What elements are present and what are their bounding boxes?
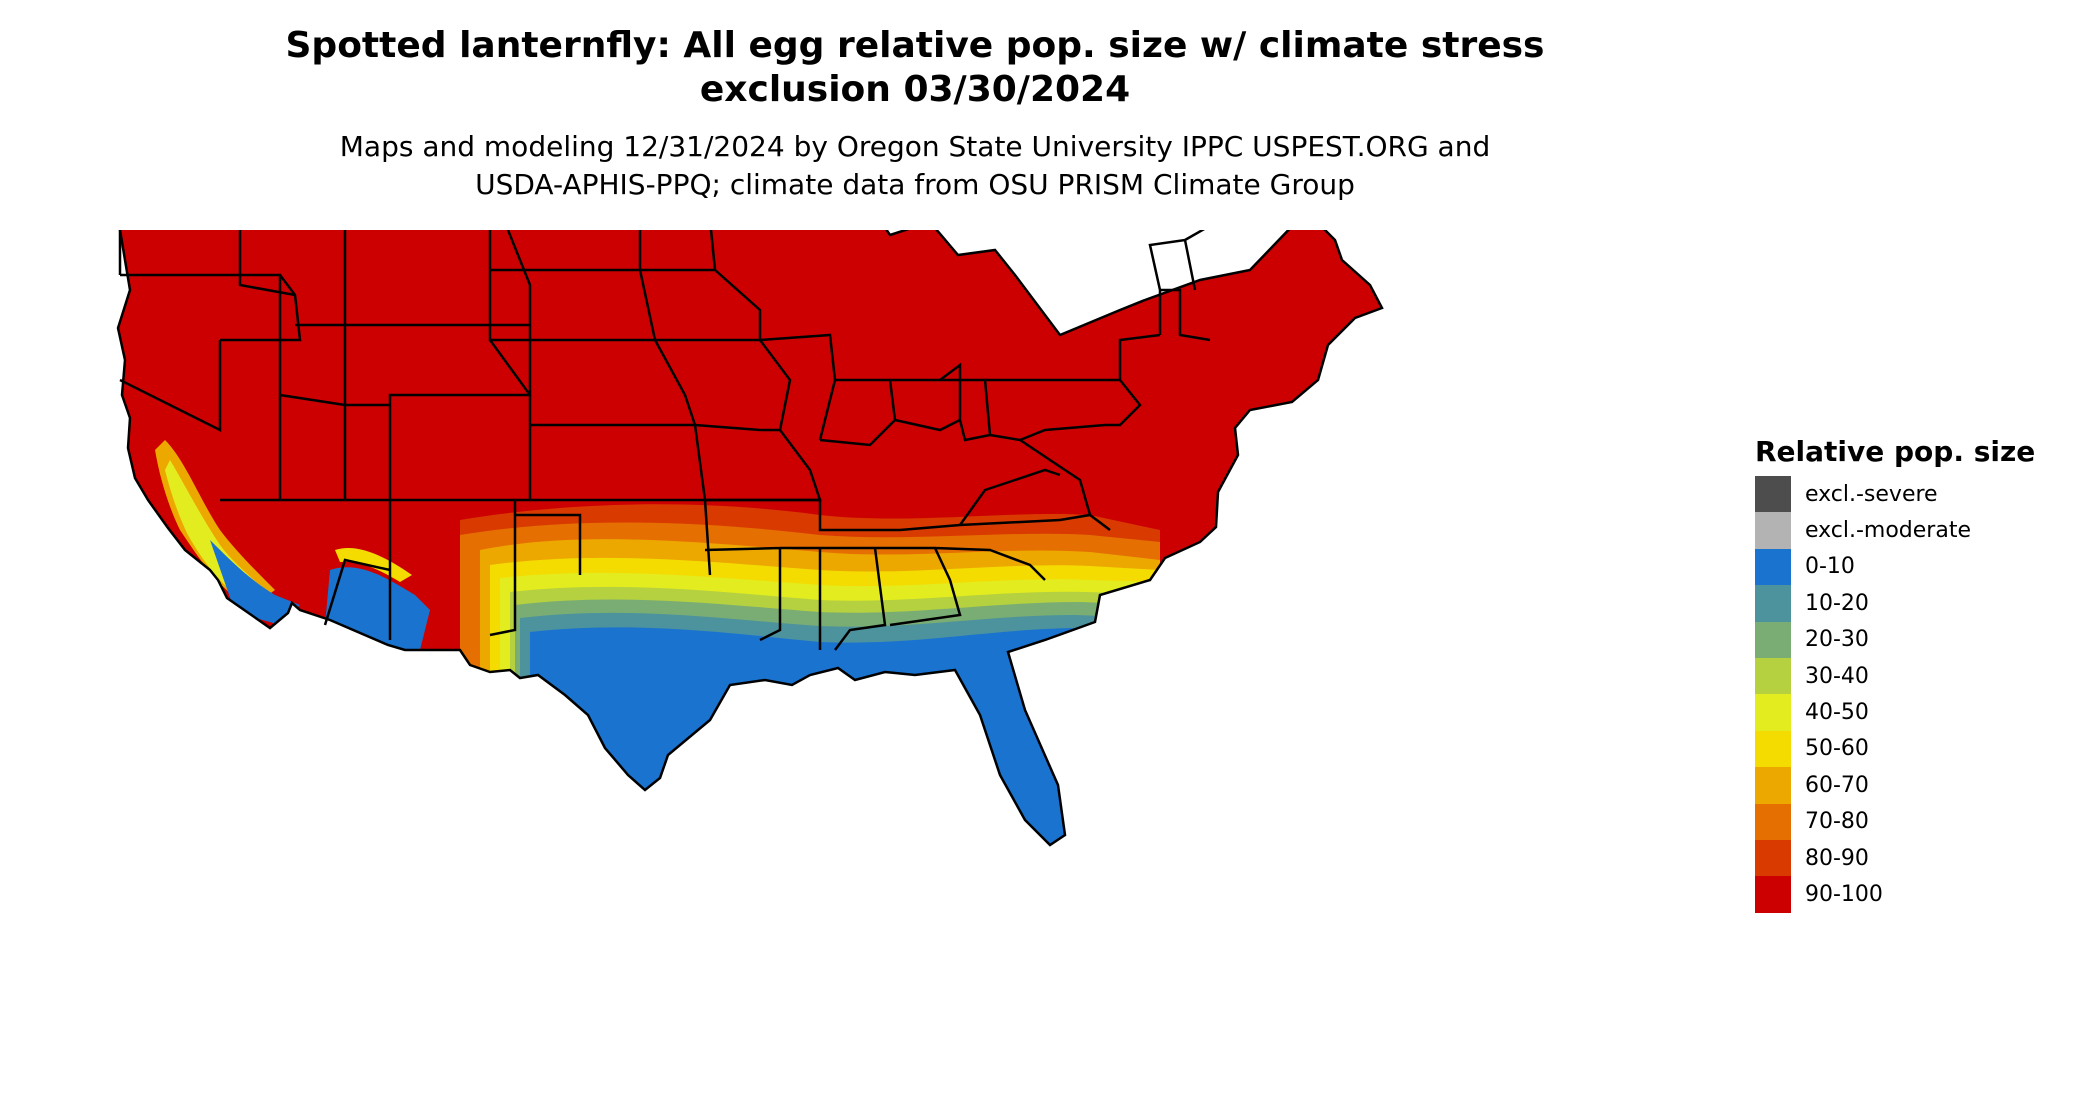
legend-swatch bbox=[1755, 767, 1791, 804]
legend-item: 30-40 bbox=[1755, 657, 2085, 695]
legend-swatch bbox=[1755, 657, 1791, 695]
legend-label: 20-30 bbox=[1805, 627, 1869, 653]
legend: Relative pop. size excl.-severe excl.-mod… bbox=[1755, 435, 2085, 913]
map-subtitle: Maps and modeling 12/31/2024 by Oregon S… bbox=[240, 128, 1590, 204]
legend-swatch bbox=[1755, 548, 1791, 586]
legend-label: 70-80 bbox=[1805, 809, 1869, 835]
legend-swatch bbox=[1755, 839, 1791, 877]
legend-swatch bbox=[1755, 621, 1791, 658]
legend-swatch bbox=[1755, 730, 1791, 768]
band-0-10 bbox=[530, 627, 1160, 845]
legend-item: 60-70 bbox=[1755, 767, 2085, 804]
legend-item: 90-100 bbox=[1755, 876, 2085, 913]
legend-item: 40-50 bbox=[1755, 694, 2085, 731]
legend-item: excl.-moderate bbox=[1755, 512, 2085, 549]
legend-swatch bbox=[1755, 585, 1791, 622]
population-size-bands bbox=[118, 230, 1382, 845]
legend-item: 20-30 bbox=[1755, 621, 2085, 658]
legend-label: 60-70 bbox=[1805, 772, 1869, 798]
legend-items: excl.-severe excl.-moderate 0-10 10-20 20-30… bbox=[1755, 476, 2085, 913]
legend-swatch bbox=[1755, 512, 1791, 549]
border-southeast bbox=[704, 498, 1061, 651]
legend-item: excl.-severe bbox=[1755, 476, 2085, 513]
legend-swatch bbox=[1755, 803, 1791, 840]
us-relative-population-map bbox=[116, 230, 1384, 847]
legend-title: Relative pop. size bbox=[1755, 435, 2036, 468]
legend-label: 90-100 bbox=[1805, 881, 1883, 907]
legend-label: 50-60 bbox=[1805, 736, 1869, 762]
band-florida-0-10 bbox=[890, 670, 1005, 845]
border-midwest bbox=[640, 230, 837, 502]
border-northeast bbox=[985, 230, 1211, 427]
legend-label: 0-10 bbox=[1805, 554, 1855, 580]
legend-swatch bbox=[1755, 876, 1791, 913]
map-title-line-2: exclusion 03/30/2024 bbox=[699, 69, 1131, 110]
band-california-60-70 bbox=[155, 440, 275, 608]
legend-item: 10-20 bbox=[1755, 585, 2085, 622]
map-title: Spotted lanternfly: All egg relative pop… bbox=[190, 24, 1640, 112]
legend-swatch bbox=[1755, 694, 1791, 731]
legend-label: excl.-moderate bbox=[1805, 518, 1971, 544]
legend-item: 70-80 bbox=[1755, 803, 2085, 840]
state-borders bbox=[116, 230, 1384, 847]
map-subtitle-line-1: Maps and modeling 12/31/2024 by Oregon S… bbox=[339, 130, 1491, 163]
legend-label: 40-50 bbox=[1805, 700, 1869, 726]
legend-label: 30-40 bbox=[1805, 663, 1869, 689]
map-subtitle-line-2: USDA-APHIS-PPQ; climate data from OSU PR… bbox=[475, 168, 1355, 201]
legend-label: 80-90 bbox=[1805, 845, 1869, 871]
legend-item: 50-60 bbox=[1755, 730, 2085, 768]
border-mid-atlantic bbox=[958, 423, 1111, 531]
legend-item: 80-90 bbox=[1755, 839, 2085, 877]
border-mountain bbox=[238, 230, 532, 500]
band-southwest-50-60 bbox=[335, 548, 412, 582]
legend-label: 10-20 bbox=[1805, 590, 1869, 616]
legend-item: 0-10 bbox=[1755, 548, 2085, 586]
legend-swatch bbox=[1755, 476, 1791, 513]
map-title-line-1: Spotted lanternfly: All egg relative pop… bbox=[285, 25, 1545, 66]
legend-label: excl.-severe bbox=[1805, 481, 1938, 507]
border-northwest bbox=[118, 230, 302, 433]
